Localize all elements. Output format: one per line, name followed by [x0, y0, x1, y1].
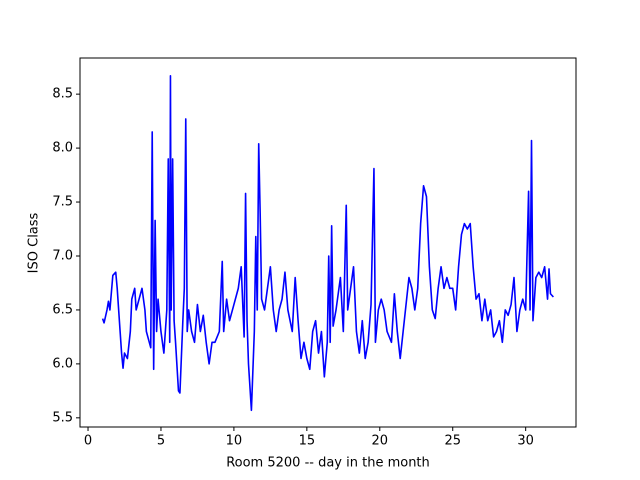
x-axis-label: Room 5200 -- day in the month [226, 456, 430, 471]
x-tick-label: 20 [372, 434, 389, 449]
y-tick-label: 8.5 [52, 87, 73, 102]
data-line [101, 75, 554, 412]
x-tick-label: 30 [517, 434, 534, 449]
y-tick-label: 6.0 [52, 356, 73, 371]
x-tick-label: 15 [299, 434, 316, 449]
y-axis-label: ISO Class [27, 212, 42, 273]
x-tick-label: 10 [226, 434, 243, 449]
y-tick-label: 7.0 [52, 248, 73, 263]
x-tick-label: 5 [157, 434, 165, 449]
y-tick-label: 6.5 [52, 302, 73, 317]
plot-frame [79, 57, 577, 428]
y-tick-label: 5.5 [52, 410, 73, 425]
y-tick-label: 8.0 [52, 141, 73, 156]
y-tick-label: 7.5 [52, 195, 73, 210]
x-tick-label: 25 [444, 434, 461, 449]
x-tick-label: 0 [84, 434, 92, 449]
